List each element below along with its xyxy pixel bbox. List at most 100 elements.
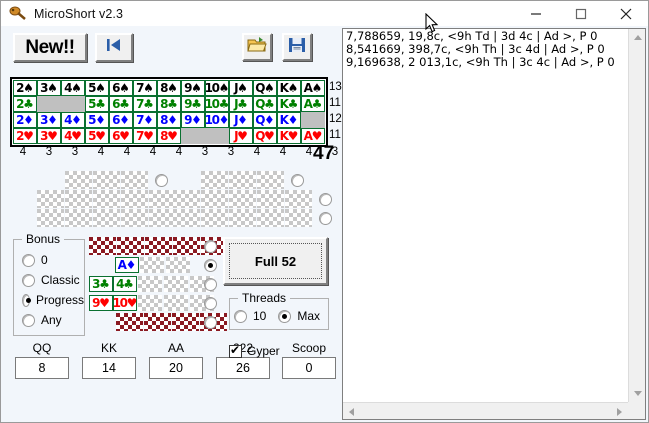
card-rank: 2 <box>16 113 24 127</box>
hand-radio-row[interactable] <box>204 237 217 256</box>
bonus-radio[interactable] <box>22 293 31 307</box>
threads-option[interactable]: 10 <box>234 306 266 326</box>
card-back-red-tile <box>117 237 144 255</box>
card-suit-H: ♥ <box>311 129 323 143</box>
scroll-up-arrow[interactable] <box>629 29 645 46</box>
card-cell: 4 ♣ <box>113 276 137 292</box>
card-suit-S: ♠ <box>71 81 82 95</box>
card-cell: 2 ♣ <box>13 96 37 112</box>
card-cell-empty <box>37 96 61 112</box>
card-cell: J ♠ <box>229 80 253 96</box>
card-rank: 6 <box>112 129 120 143</box>
hand-radio[interactable] <box>204 278 217 291</box>
scroll-left-arrow[interactable] <box>343 403 360 419</box>
counter-value[interactable]: 14 <box>82 357 136 379</box>
scroll-right-arrow[interactable] <box>611 403 628 419</box>
card-rank: 5 <box>88 81 96 95</box>
card-suit-C: ♣ <box>191 97 202 111</box>
counter-label: KK <box>100 341 117 355</box>
card-suit-D: ♦ <box>95 113 106 127</box>
card-back-tile <box>201 190 228 208</box>
save-button[interactable] <box>282 33 312 61</box>
card-rank: K <box>279 81 289 95</box>
column-total: 3 <box>201 146 209 158</box>
gyper-checkbox-row[interactable]: Gyper <box>229 343 280 358</box>
card-cell: 7 ♦ <box>133 112 157 128</box>
card-suit-H: ♥ <box>23 129 34 143</box>
bonus-option-label: Classic <box>41 273 80 287</box>
bonus-radio[interactable] <box>22 253 35 267</box>
stack-radio[interactable] <box>291 173 304 187</box>
card-rank: 7 <box>136 113 144 127</box>
card-grid-row: 2 ♦ 3 ♦ 4 ♦ 5 ♦ 6 ♦ 7 ♦ 8 ♦ 9 ♦ 10 ♦ J ♦ Q ♦ K ♦ <box>13 112 325 128</box>
hand-radio-row[interactable] <box>204 256 217 275</box>
horizontal-scrollbar[interactable] <box>343 402 628 419</box>
hand-row: A ♦ <box>89 256 229 274</box>
bonus-option[interactable]: Classic <box>22 270 84 290</box>
new-button[interactable]: New!! <box>13 33 87 62</box>
bonus-option[interactable]: 0 <box>22 250 84 270</box>
column-total: 4 <box>149 146 157 158</box>
full-52-button[interactable]: Full 52 <box>223 237 328 285</box>
stack-radio[interactable] <box>319 211 332 225</box>
threads-radio[interactable] <box>278 309 292 323</box>
first-record-icon <box>104 36 124 59</box>
card-rank: A <box>303 97 313 111</box>
card-suit-S: ♠ <box>23 81 34 95</box>
card-rank: A <box>117 258 127 272</box>
column-total: 4 <box>279 146 287 158</box>
hand-radio-row[interactable] <box>204 313 217 332</box>
hand-radio[interactable] <box>204 297 217 310</box>
bonus-radio[interactable] <box>22 313 35 327</box>
card-back-tile <box>93 190 120 208</box>
bonus-radio[interactable] <box>22 273 35 287</box>
card-suit-C: ♣ <box>95 97 106 111</box>
threads-radio[interactable] <box>234 309 247 323</box>
card-cell: 8 ♦ <box>157 112 181 128</box>
hand-radio[interactable] <box>204 316 217 329</box>
card-suit-D: ♦ <box>125 258 137 272</box>
hand-radio[interactable] <box>204 240 217 253</box>
counter-value[interactable]: 8 <box>15 357 69 379</box>
counter-value[interactable]: 26 <box>216 357 270 379</box>
hand-radio[interactable] <box>204 259 217 272</box>
floppy-save-icon <box>287 36 307 59</box>
output-pane[interactable]: 7,788659, 19,8c, <9h Td | 3d 4c | Ad >, … <box>342 28 646 420</box>
card-cell: 8 ♣ <box>157 96 181 112</box>
card-cell: A ♥ <box>301 128 325 144</box>
hand-blank-tile <box>166 257 190 273</box>
card-cell: 2 ♦ <box>13 112 37 128</box>
gyper-label: Gyper <box>247 344 280 358</box>
hand-blank-tile <box>138 295 162 311</box>
card-cell-empty <box>301 112 325 128</box>
close-button[interactable] <box>603 1 648 26</box>
counter-value[interactable]: 20 <box>149 357 203 379</box>
column-total: 4 <box>123 146 131 158</box>
bonus-option[interactable]: Progress <box>22 290 84 310</box>
card-rank: A <box>303 129 313 143</box>
card-rank: 5 <box>88 97 96 111</box>
maximize-button[interactable] <box>558 1 603 26</box>
hand-radio-row[interactable] <box>204 294 217 313</box>
card-suit-C: ♣ <box>167 97 178 111</box>
scroll-down-arrow[interactable] <box>629 385 645 402</box>
card-back-tile <box>257 209 284 227</box>
vertical-scrollbar[interactable] <box>628 29 645 402</box>
open-button[interactable] <box>242 33 272 61</box>
threads-option[interactable]: Max <box>278 306 320 326</box>
first-record-button[interactable] <box>95 33 133 62</box>
card-rank: 4 <box>116 277 124 291</box>
minimize-button[interactable] <box>513 1 558 26</box>
hand-radio-column <box>204 237 217 332</box>
hand-row: 9 ♥ 10 ♥ <box>89 294 229 312</box>
stack-radio[interactable] <box>155 173 168 187</box>
stack-radio[interactable] <box>319 192 332 206</box>
hand-radio-row[interactable] <box>204 275 217 294</box>
column-total: 4 <box>19 146 27 158</box>
bonus-option[interactable]: Any <box>22 310 84 330</box>
counter-scoop-value[interactable]: 0 <box>282 357 336 379</box>
card-back-tile <box>93 171 120 189</box>
card-cell: 7 ♥ <box>133 128 157 144</box>
gyper-checkbox[interactable] <box>229 343 242 358</box>
